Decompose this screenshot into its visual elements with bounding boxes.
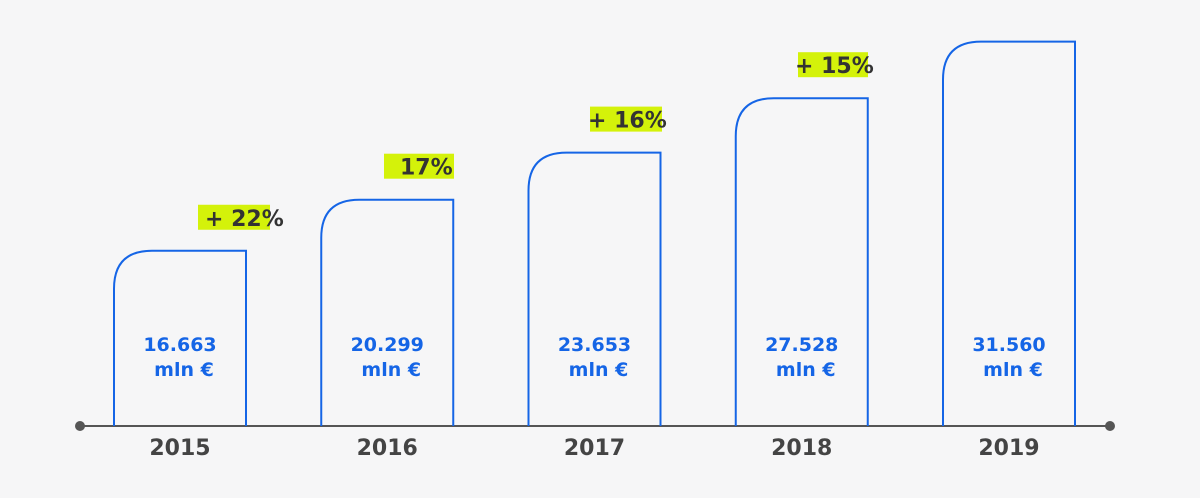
growth-label: + 22%	[205, 207, 284, 232]
growth-highlight	[198, 204, 270, 230]
bar-value-label: 31.560	[972, 334, 1045, 356]
x-tick-label: 2018	[771, 436, 832, 461]
bar-unit-label: mln €	[569, 359, 629, 381]
growth-label: 17%	[400, 156, 453, 181]
bar-value-label: 27.528	[765, 334, 838, 356]
growth-label: + 16%	[588, 109, 667, 134]
bar	[942, 40, 1076, 426]
bar	[734, 97, 869, 426]
bar	[320, 198, 455, 426]
bar	[527, 151, 662, 426]
bar-unit-label: mln €	[154, 359, 214, 381]
bar-value-label: 20.299	[351, 334, 424, 356]
x-tick-label: 2015	[149, 436, 210, 461]
bar-unit-label: mln €	[361, 359, 421, 381]
bar-value-label: 16.663	[143, 334, 216, 356]
growth-highlight	[384, 153, 454, 179]
growth-label: + 15%	[795, 54, 874, 79]
growth-highlight	[798, 52, 868, 78]
growth-highlight	[590, 106, 662, 132]
bar-unit-label: mln €	[776, 359, 836, 381]
bar-unit-label: mln €	[983, 359, 1043, 381]
x-tick-label: 2016	[357, 436, 418, 461]
axis-start-dot	[75, 421, 85, 431]
x-tick-label: 2017	[564, 436, 625, 461]
bar-value-label: 23.653	[558, 334, 631, 356]
bar	[113, 249, 247, 426]
axis-end-dot	[1105, 421, 1115, 431]
x-tick-label: 2019	[978, 436, 1039, 461]
